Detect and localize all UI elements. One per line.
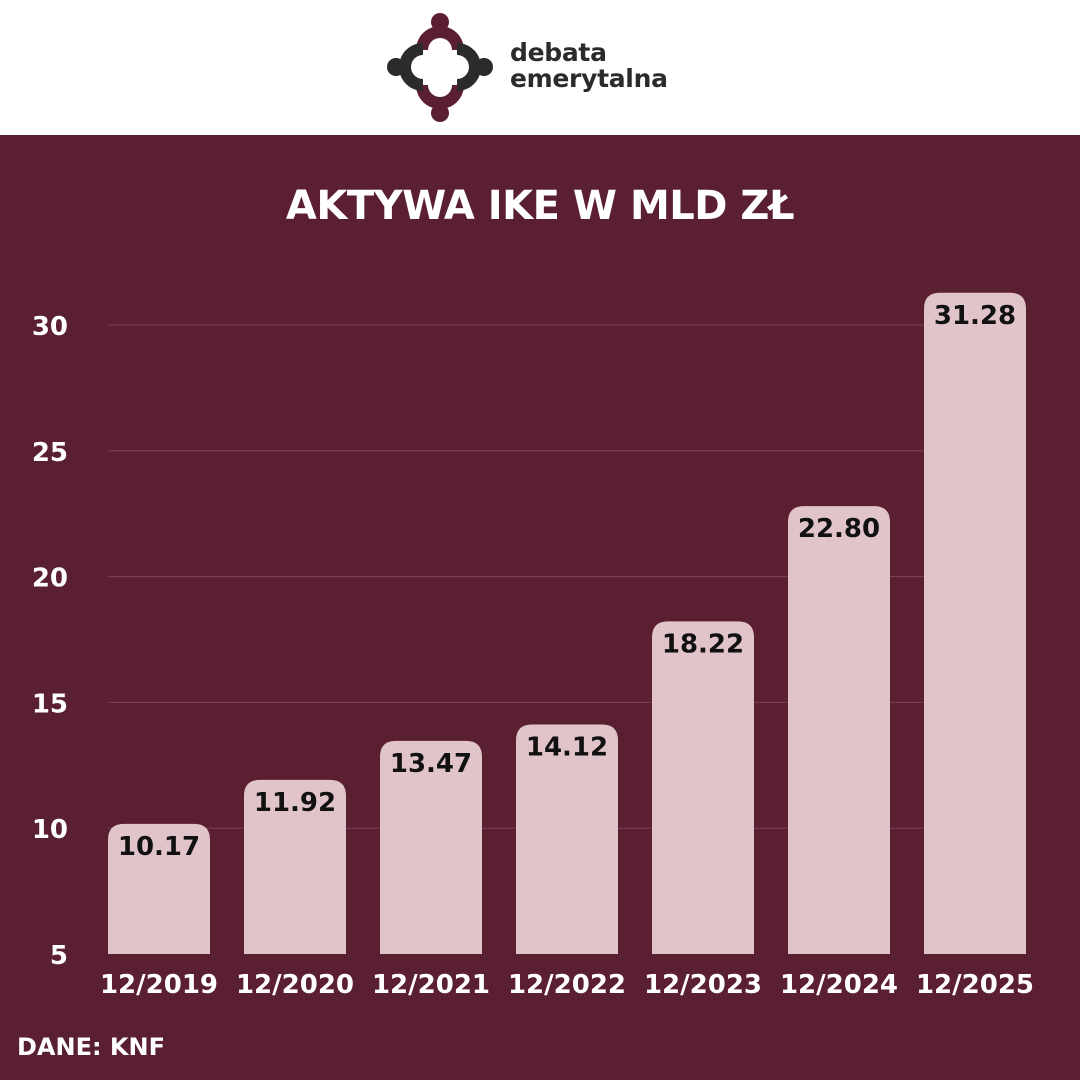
x-tick-label: 12/2024	[780, 970, 898, 1000]
y-tick-label: 20	[32, 564, 68, 594]
bar-value-label: 13.47	[390, 749, 472, 779]
y-tick-label: 15	[32, 689, 68, 719]
y-tick-label: 10	[32, 815, 68, 845]
bar	[652, 621, 754, 954]
bar-value-label: 14.12	[526, 733, 608, 763]
bar-value-label: 18.22	[662, 629, 744, 659]
chart-title: AKTYWA IKE W MLD ZŁ	[285, 183, 795, 229]
y-tick-label: 5	[50, 941, 68, 971]
header-bar: debata emerytalna	[0, 0, 1080, 135]
source-note: DANE: KNF	[17, 1033, 166, 1061]
x-tick-label: 12/2025	[916, 970, 1034, 1000]
y-tick-label: 25	[32, 438, 68, 468]
bar-value-label: 11.92	[254, 788, 336, 818]
x-tick-label: 12/2020	[236, 970, 354, 1000]
bar	[244, 779, 346, 954]
x-tick-label: 12/2023	[644, 970, 762, 1000]
people-circle-logo-icon	[387, 13, 493, 122]
x-tick-label: 12/2021	[372, 970, 490, 1000]
bar	[516, 724, 618, 954]
bar	[924, 292, 1026, 955]
bar	[108, 823, 210, 954]
y-tick-label: 30	[32, 312, 68, 342]
x-tick-label: 12/2019	[100, 970, 218, 1000]
bar	[788, 506, 890, 954]
bar	[380, 740, 482, 954]
bar-value-label: 31.28	[934, 301, 1016, 331]
bar-value-label: 22.80	[798, 514, 880, 544]
x-tick-label: 12/2022	[508, 970, 626, 1000]
brand-name: debata emerytalna	[510, 40, 668, 92]
bar-value-label: 10.17	[118, 832, 200, 862]
brand-name-line2: emerytalna	[510, 64, 668, 93]
brand-logo[interactable]: debata emerytalna	[380, 10, 700, 125]
brand-name-line1: debata	[510, 38, 607, 67]
